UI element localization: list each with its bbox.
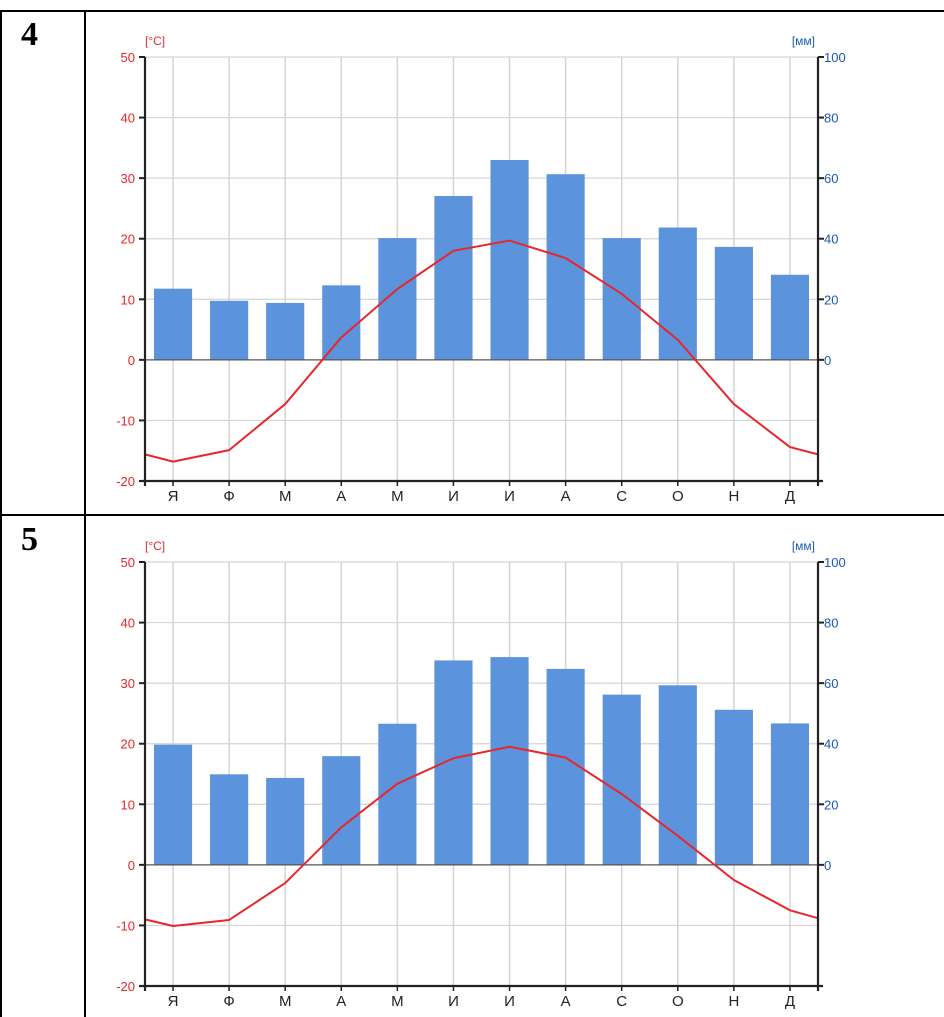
table-border-top — [0, 10, 944, 12]
precipitation-bar — [266, 302, 305, 360]
precipitation-bar — [714, 246, 753, 360]
precipitation-bar — [658, 685, 697, 865]
precipitation-bar — [434, 660, 473, 865]
x-tick-label: Я — [168, 488, 179, 505]
panel-number: 5 — [21, 521, 38, 558]
y-left-tick-label: 0 — [128, 858, 135, 873]
y-left-tick-label: 10 — [121, 797, 135, 812]
x-tick-label: М — [391, 993, 404, 1010]
y-left-tick-label: 40 — [121, 111, 135, 126]
y-left-axis-label: [°C] — [145, 34, 165, 48]
y-left-tick-label: 20 — [121, 232, 135, 247]
temperature-line — [144, 745, 819, 928]
precipitation-bar — [153, 288, 193, 360]
precipitation-bar — [322, 285, 361, 360]
x-tick-label: Д — [785, 488, 795, 505]
x-tick-label: О — [672, 488, 684, 505]
x-tick-label: М — [279, 993, 292, 1010]
y-left-tick-label: -10 — [116, 413, 135, 428]
precipitation-bar — [210, 774, 249, 865]
x-tick-label: Ф — [223, 993, 234, 1010]
y-right-axis-label: [мм] — [792, 539, 815, 553]
precipitation-bar — [770, 274, 810, 360]
y-left-tick-label: -10 — [116, 918, 135, 933]
x-tick-label: А — [561, 993, 571, 1010]
y-left-tick-label: 10 — [121, 292, 135, 307]
y-right-tick-label: 40 — [824, 232, 838, 247]
precipitation-bar — [434, 196, 473, 360]
precipitation-bar — [322, 756, 361, 865]
x-tick-label: М — [279, 488, 292, 505]
x-tick-label: И — [504, 993, 515, 1010]
y-right-tick-label: 80 — [824, 616, 838, 631]
x-tick-label: Ф — [223, 488, 234, 505]
y-left-axis-label: [°C] — [145, 539, 165, 553]
y-right-tick-label: 60 — [824, 676, 838, 691]
y-right-tick-label: 0 — [824, 858, 831, 873]
x-tick-label: Я — [168, 993, 179, 1010]
y-left-tick-label: 50 — [121, 50, 135, 65]
y-left-tick-label: -20 — [116, 474, 135, 489]
precipitation-bar — [378, 238, 417, 360]
x-tick-label: Н — [728, 993, 739, 1010]
y-left-tick-label: 30 — [121, 171, 135, 186]
x-tick-label: А — [336, 488, 346, 505]
y-left-tick-label: 30 — [121, 676, 135, 691]
precipitation-bar — [153, 744, 193, 865]
y-left-tick-label: 50 — [121, 555, 135, 570]
x-tick-label: С — [616, 488, 627, 505]
y-right-tick-label: 80 — [824, 111, 838, 126]
x-tick-label: А — [336, 993, 346, 1010]
table-column-divider — [84, 10, 86, 1017]
y-left-tick-label: 20 — [121, 737, 135, 752]
y-right-tick-label: 100 — [824, 555, 846, 570]
precipitation-bar — [490, 657, 529, 865]
y-left-tick-label: 40 — [121, 616, 135, 631]
precipitation-bar — [602, 694, 641, 865]
y-left-tick-label: -20 — [116, 979, 135, 994]
x-tick-label: О — [672, 993, 684, 1010]
panel-number: 4 — [21, 16, 38, 53]
x-tick-label: А — [561, 488, 571, 505]
x-tick-label: Н — [728, 488, 739, 505]
precipitation-bar — [770, 723, 810, 865]
temperature-line — [144, 239, 819, 463]
x-tick-label: И — [448, 993, 459, 1010]
precipitation-bar — [602, 238, 641, 360]
x-tick-label: Д — [785, 993, 795, 1010]
y-right-axis-label: [мм] — [792, 34, 815, 48]
y-right-tick-label: 20 — [824, 292, 838, 307]
table-border-middle — [0, 514, 944, 516]
y-right-tick-label: 40 — [824, 737, 838, 752]
precipitation-bar — [210, 300, 249, 360]
y-right-tick-label: 20 — [824, 797, 838, 812]
y-right-tick-label: 60 — [824, 171, 838, 186]
x-tick-label: И — [448, 488, 459, 505]
precipitation-bar — [266, 777, 305, 865]
x-tick-label: С — [616, 993, 627, 1010]
precipitation-bar — [490, 159, 529, 360]
precipitation-bar — [714, 709, 753, 865]
y-right-tick-label: 0 — [824, 353, 831, 368]
table-border-left — [0, 10, 2, 1017]
y-left-tick-label: 0 — [128, 353, 135, 368]
y-right-tick-label: 100 — [824, 50, 846, 65]
precipitation-bar — [658, 227, 697, 360]
x-tick-label: И — [504, 488, 515, 505]
x-tick-label: М — [391, 488, 404, 505]
